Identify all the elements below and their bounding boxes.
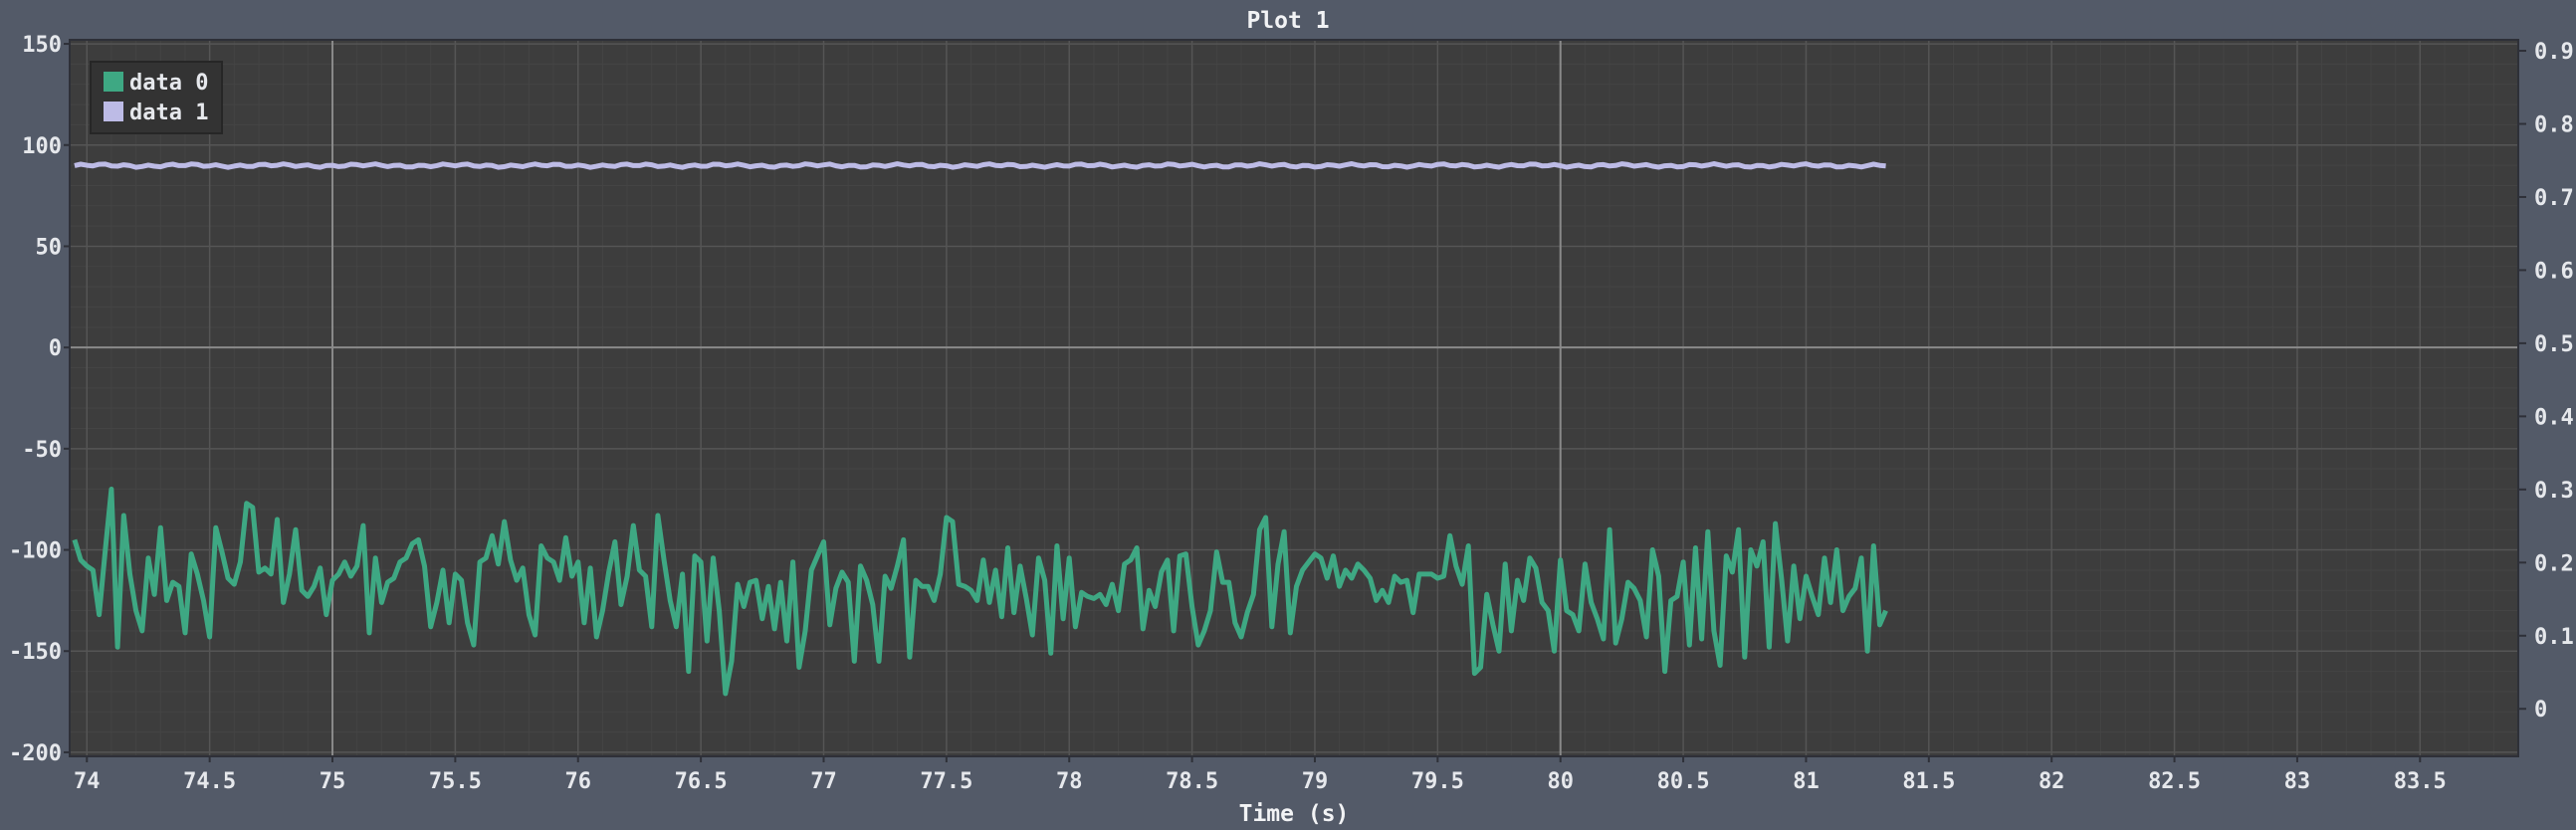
y-axis-ticks: 150 100 50 0 -50 -100 -150 -200 [9,33,70,766]
x-axis-ticks: 74 74.5 75 75.5 76 76.5 77 77.5 78 78.5 79 79.5 80 80… [74,756,2447,794]
legend-swatch-data-1 [104,102,123,121]
x-tick-label: 81 [1793,769,1820,794]
y-tick-label: 50 [36,235,63,260]
y2-tick-label: 0.9 [2534,40,2574,65]
plot-area[interactable] [70,40,2518,756]
x-tick-label: 79 [1302,769,1329,794]
y-tick-label: 150 [22,33,62,58]
x-tick-label: 74.5 [183,769,236,794]
x-tick-label: 82 [2039,769,2065,794]
legend-label-data-1: data 1 [129,101,208,125]
x-tick-label: 78 [1056,769,1083,794]
y2-tick-label: 0 [2534,698,2547,723]
y2-tick-label: 0.7 [2534,186,2574,211]
x-tick-label: 75 [320,769,346,794]
x-tick-label: 77 [810,769,837,794]
x-tick-label: 77.5 [920,769,972,794]
x-tick-label: 83 [2284,769,2311,794]
x-tick-label: 80.5 [1657,769,1710,794]
x-tick-label: 83.5 [2394,769,2447,794]
grid-layer [70,40,2519,756]
series-line-data-0 [72,487,1888,697]
x-tick-label: 81.5 [1902,769,1955,794]
y-tick-label: -100 [9,539,62,564]
x-tick-label: 82.5 [2148,769,2201,794]
x-tick-label: 76 [565,769,592,794]
series-line-data-1 [74,161,1886,170]
y-tick-label: 0 [49,336,62,361]
y2-tick-label: 0.6 [2534,259,2574,284]
y-tick-label: -200 [9,741,62,766]
legend[interactable]: data 0 data 1 [90,61,223,134]
x-tick-label: 76.5 [675,769,728,794]
x-tick-label: 79.5 [1411,769,1464,794]
y2-tick-label: 0.4 [2534,405,2574,430]
x-tick-label: 80 [1547,769,1574,794]
x-tick-label: 74 [74,769,101,794]
y2-axis-ticks: 0.9 0.8 0.7 0.6 0.5 0.4 0.3 0.2 0.1 0 [2518,40,2574,723]
y2-tick-label: 0.1 [2534,625,2574,650]
y2-tick-label: 0.3 [2534,479,2574,504]
series-layer [72,161,1888,697]
y-tick-label: 100 [22,134,62,159]
x-tick-label: 75.5 [429,769,482,794]
legend-swatch-data-0 [104,72,123,92]
x-axis-label: Time (s) [1239,801,1350,827]
legend-label-data-0: data 0 [129,71,208,96]
x-tick-label: 78.5 [1166,769,1218,794]
y2-tick-label: 0.8 [2534,112,2574,137]
chart-title: Plot 1 [1246,8,1329,34]
y-tick-label: -150 [9,640,62,665]
y2-tick-label: 0.2 [2534,551,2574,576]
plot-border [69,39,2519,757]
y2-tick-label: 0.5 [2534,332,2574,357]
y-tick-label: -50 [22,438,62,463]
